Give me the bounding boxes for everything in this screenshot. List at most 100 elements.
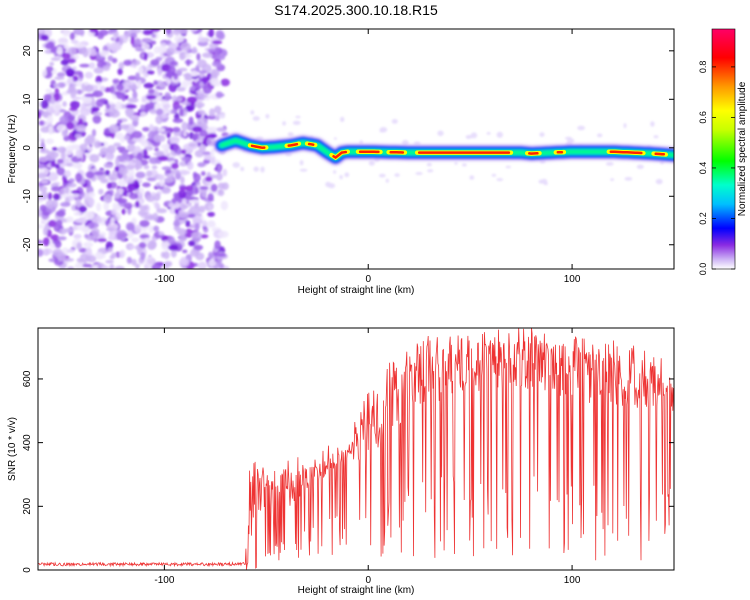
noise-blob bbox=[127, 183, 138, 192]
noise-blob bbox=[119, 124, 130, 130]
noise-blob bbox=[75, 172, 83, 182]
noise-speck bbox=[577, 125, 585, 131]
noise-blob bbox=[87, 222, 99, 229]
noise-blob bbox=[84, 71, 93, 79]
noise-blob bbox=[143, 82, 155, 89]
ridge-core bbox=[654, 152, 666, 156]
noise-blob bbox=[97, 254, 106, 259]
noise-blob bbox=[125, 32, 131, 38]
noise-blob bbox=[57, 37, 69, 46]
noise-blob bbox=[157, 155, 169, 161]
noise-blob bbox=[88, 191, 96, 198]
noise-speck bbox=[491, 173, 497, 177]
noise-blob bbox=[172, 104, 183, 109]
noise-blob bbox=[202, 151, 211, 155]
noise-blob bbox=[106, 182, 112, 190]
spectrogram-frame bbox=[37, 28, 675, 270]
noise-blob bbox=[192, 134, 198, 141]
noise-blob bbox=[74, 29, 85, 35]
noise-blob bbox=[140, 139, 148, 147]
noise-blob bbox=[155, 115, 163, 125]
noise-blob bbox=[140, 111, 147, 117]
noise-blob bbox=[156, 208, 168, 214]
noise-blob bbox=[210, 148, 215, 158]
noise-blob bbox=[164, 177, 175, 183]
noise-blob bbox=[69, 107, 78, 112]
noise-blob bbox=[153, 80, 159, 86]
noise-blob bbox=[127, 97, 139, 103]
noise-blob bbox=[93, 171, 105, 176]
noise-blob bbox=[136, 79, 142, 89]
noise-speck bbox=[454, 161, 458, 165]
noise-blob bbox=[80, 103, 87, 111]
noise-blob bbox=[78, 217, 87, 224]
noise-blob bbox=[157, 67, 163, 77]
noise-blob bbox=[192, 126, 203, 133]
noise-blob bbox=[163, 146, 169, 156]
noise-blob bbox=[56, 158, 64, 164]
noise-blob bbox=[89, 62, 96, 69]
noise-blob bbox=[97, 175, 102, 181]
noise-blob bbox=[199, 186, 209, 190]
noise-blob bbox=[110, 217, 115, 226]
noise-blob bbox=[38, 209, 42, 218]
noise-blob bbox=[131, 130, 143, 139]
noise-blob bbox=[76, 162, 82, 170]
noise-blob bbox=[126, 256, 132, 264]
noise-blob bbox=[43, 226, 48, 236]
noise-speck bbox=[282, 121, 286, 126]
noise-blob bbox=[42, 237, 50, 247]
noise-blob bbox=[77, 89, 82, 95]
noise-blob bbox=[142, 182, 151, 188]
noise-blob bbox=[182, 73, 192, 78]
noise-speck bbox=[636, 164, 644, 169]
noise-blob bbox=[57, 236, 67, 241]
noise-blob bbox=[134, 224, 141, 234]
noise-blob bbox=[201, 76, 209, 84]
noise-blob bbox=[209, 158, 216, 164]
noise-speck bbox=[368, 160, 375, 166]
noise-blob bbox=[197, 109, 206, 115]
noise-blob bbox=[222, 168, 228, 177]
ridge-core bbox=[609, 150, 643, 155]
noise-blob bbox=[116, 83, 124, 92]
noise-blob bbox=[141, 43, 150, 50]
noise-blob bbox=[64, 170, 71, 178]
noise-blob bbox=[154, 147, 159, 152]
noise-blob bbox=[71, 96, 82, 101]
noise-blob bbox=[216, 127, 226, 132]
noise-blob bbox=[174, 214, 180, 221]
noise-blob bbox=[125, 81, 136, 86]
noise-blob bbox=[65, 68, 75, 77]
noise-blob bbox=[116, 198, 128, 204]
noise-blob bbox=[55, 219, 63, 227]
noise-blob bbox=[207, 193, 214, 201]
noise-blob bbox=[146, 177, 157, 182]
noise-blob bbox=[38, 239, 43, 245]
noise-blob bbox=[56, 167, 66, 176]
noise-blob bbox=[162, 186, 171, 193]
noise-blob bbox=[65, 185, 70, 194]
noise-blob bbox=[184, 228, 194, 238]
noise-blob bbox=[171, 162, 179, 170]
noise-blob bbox=[153, 134, 163, 143]
noise-speck bbox=[413, 141, 421, 146]
colorbar-label: Normalized spectral amplitude bbox=[737, 81, 748, 216]
noise-blob bbox=[116, 92, 126, 100]
snr-series-line bbox=[38, 328, 674, 570]
snr-xtick-label: -100 bbox=[154, 575, 174, 586]
noise-blob bbox=[151, 165, 158, 170]
noise-blob bbox=[38, 224, 45, 229]
noise-blob bbox=[135, 263, 140, 269]
noise-speck bbox=[653, 135, 659, 139]
noise-blob bbox=[38, 29, 45, 34]
noise-blob bbox=[129, 192, 139, 200]
noise-blob bbox=[213, 47, 223, 55]
noise-blob bbox=[132, 119, 139, 127]
noise-blob bbox=[92, 115, 102, 124]
noise-blob bbox=[215, 29, 224, 39]
noise-blob bbox=[200, 234, 209, 239]
noise-blob bbox=[189, 29, 198, 32]
noise-blob bbox=[93, 67, 104, 74]
